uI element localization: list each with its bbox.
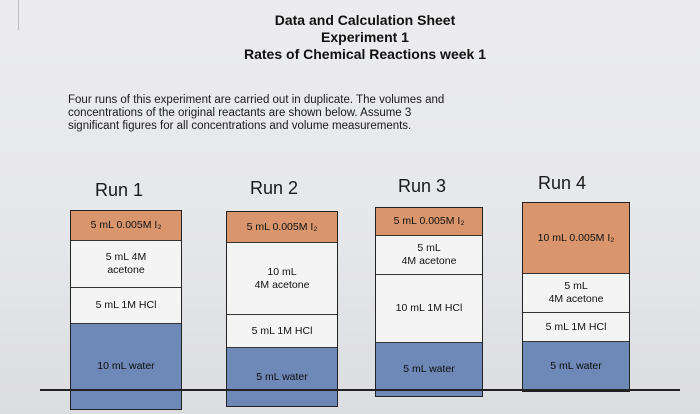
run-2-heading: Run 2 [250, 178, 299, 198]
cell-text-line: 4M acetone [401, 255, 457, 267]
cell-text-line: 5 mL [417, 242, 441, 254]
run-4-column: 10 mL 0.005M I₂ 5 mL 4M acetone 5 mL 1M HCl… [522, 202, 630, 392]
cell-text: 5 mL 4M acetone [402, 242, 457, 268]
run-4-heading: Run 4 [538, 173, 587, 193]
cell-text: 5 mL 1M HCl [546, 321, 607, 334]
intro-line: Four runs of this experiment are carried… [68, 94, 445, 106]
cell-text: 10 mL 1M HCl [396, 302, 463, 315]
cell-text-line: 5 mL 0.005M I₂ [90, 219, 162, 231]
cell-text-line: 5 mL 1M HCl [545, 320, 607, 333]
cell-text: 5 mL 0.005M I₂ [394, 215, 465, 228]
run-3-column: 5 mL 0.005M I₂ 5 mL 4M acetone 10 mL 1M HCl… [375, 207, 483, 397]
intro-line: concentrations of the original reactants… [68, 107, 412, 119]
cell-text-line: 10 mL [267, 265, 297, 278]
cell-text-line: 5 mL 1M HCl [95, 299, 157, 311]
cell-text-line: 5 mL 4M [105, 251, 147, 263]
cell-text-line: 10 mL 0.005M I₂ [537, 231, 615, 244]
intro-line: significant figures for all concentratio… [68, 120, 412, 132]
run-4-iodine-cell: 10 mL 0.005M I₂ [523, 203, 629, 274]
cell-text-line: 4M acetone [254, 278, 310, 291]
cell-text: 10 mL water [97, 360, 154, 373]
run-2-iodine-cell: 5 mL 0.005M I₂ [227, 212, 337, 243]
cell-text: 10 mL 0.005M I₂ [538, 232, 615, 245]
run-3-heading: Run 3 [398, 176, 447, 196]
sheet-title: Data and Calculation Sheet [274, 12, 456, 28]
cell-text-line: 5 mL 0.005M I₂ [246, 220, 318, 233]
run-3-acetone-cell: 5 mL 4M acetone [376, 236, 482, 275]
paper-fold-line [18, 0, 19, 30]
experiment-label: Experiment 1 [321, 29, 409, 45]
cell-text: 10 mL 4M acetone [255, 266, 310, 292]
run-1-hcl-cell: 5 mL 1M HCl [71, 288, 181, 324]
cell-text: 5 mL 0.005M I₂ [91, 219, 162, 232]
run-3-water-cell: 5 mL water [376, 343, 482, 396]
run-2-water-cell: 5 mL water [227, 348, 337, 406]
run-2-acetone-cell: 10 mL 4M acetone [227, 243, 337, 315]
cell-text: 5 mL water [256, 371, 308, 384]
run-2-hcl-cell: 5 mL 1M HCl [227, 315, 337, 348]
cell-text-line: 5 mL 1M HCl [251, 324, 313, 337]
run-1-iodine-cell: 5 mL 0.005M I₂ [71, 211, 181, 241]
cell-text-line: 10 mL 1M HCl [395, 302, 463, 314]
run-1-column: 5 mL 0.005M I₂ 5 mL 4M acetone 5 mL 1M HCl 1… [70, 210, 182, 410]
cell-text: 5 mL 1M HCl [252, 325, 313, 338]
run-4-water-cell: 5 mL water [523, 342, 629, 391]
cell-text-line: 5 mL 0.005M I₂ [393, 215, 465, 227]
intro-paragraph: Four runs of this experiment are carried… [68, 94, 508, 133]
run-4-acetone-cell: 5 mL 4M acetone [523, 274, 629, 313]
run-2-column: 5 mL 0.005M I₂ 10 mL 4M acetone 5 mL 1M HCl… [226, 211, 338, 407]
run-1-acetone-cell: 5 mL 4M acetone [71, 241, 181, 288]
cell-text: 5 mL water [550, 360, 602, 373]
cell-text: 5 mL 0.005M I₂ [247, 221, 318, 234]
run-3-hcl-cell: 10 mL 1M HCl [376, 275, 482, 343]
cell-text-line: 5 mL water [256, 370, 308, 383]
cell-text-line: 4M acetone [548, 293, 604, 305]
sheet-subtitle: Rates of Chemical Reactions week 1 [244, 46, 486, 62]
cell-text: 5 mL 1M HCl [96, 299, 157, 312]
cell-text-line: acetone [107, 264, 145, 276]
cell-text-line: 5 mL water [550, 360, 602, 372]
cell-text-line: 5 mL [564, 280, 588, 292]
cell-text: 5 mL 4M acetone [549, 280, 604, 306]
run-4-hcl-cell: 5 mL 1M HCl [523, 313, 629, 342]
baseline-rule [40, 389, 680, 391]
cell-text-line: 5 mL water [403, 363, 455, 375]
run-1-heading: Run 1 [95, 180, 144, 200]
cell-text: 5 mL water [403, 363, 455, 376]
run-1-water-cell: 10 mL water [71, 324, 181, 409]
cell-text-line: 10 mL water [97, 360, 155, 372]
cell-text: 5 mL 4M acetone [106, 251, 146, 277]
run-3-iodine-cell: 5 mL 0.005M I₂ [376, 208, 482, 236]
